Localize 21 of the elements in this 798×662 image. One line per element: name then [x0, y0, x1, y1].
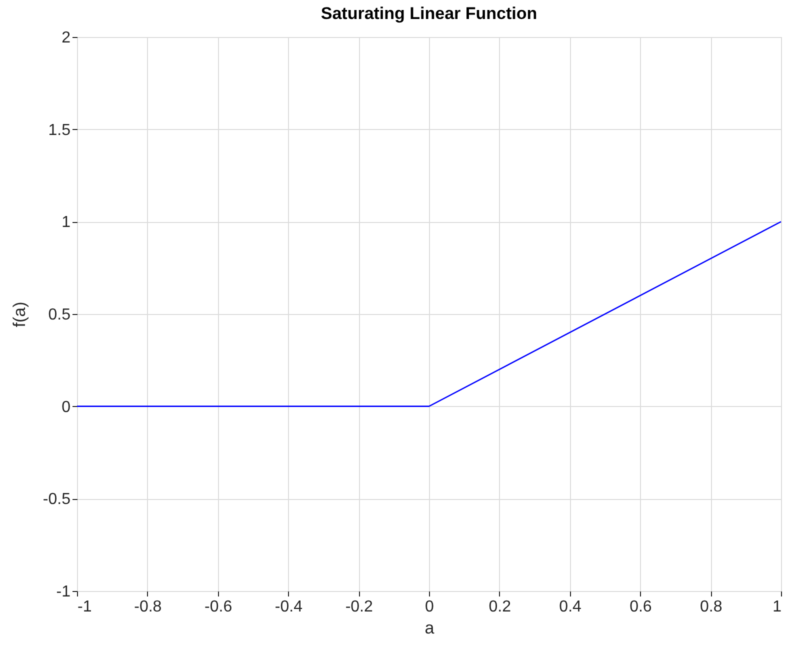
- x-tick-label: 0.4: [559, 598, 582, 616]
- x-tick-label: -1: [78, 598, 92, 616]
- x-axis-title: a: [424, 618, 435, 638]
- y-tick-label: 1.5: [48, 122, 71, 139]
- x-tick-label: -0.2: [345, 598, 373, 616]
- x-tick-label: 0: [425, 598, 434, 616]
- y-tick-label: 2: [62, 30, 71, 46]
- y-tick-label: 1: [62, 214, 71, 232]
- x-tick-label: 1: [772, 598, 782, 616]
- x-tick-label: -0.6: [204, 598, 232, 616]
- x-tick-label: -0.8: [134, 598, 162, 616]
- y-tick-label: 0: [62, 398, 71, 416]
- x-tick-label: 0.6: [630, 598, 652, 616]
- y-tick-label: -0.5: [42, 491, 71, 508]
- y-tick-label: -1: [56, 584, 71, 600]
- x-tick-label: 0.8: [700, 598, 722, 616]
- chart-title: Saturating Linear Function: [320, 4, 538, 23]
- x-tick-label: 0.2: [488, 598, 512, 616]
- y-axis-title: f(a): [10, 302, 29, 328]
- y-tick-label: 0.5: [48, 306, 71, 324]
- x-tick-label: -0.4: [274, 598, 303, 616]
